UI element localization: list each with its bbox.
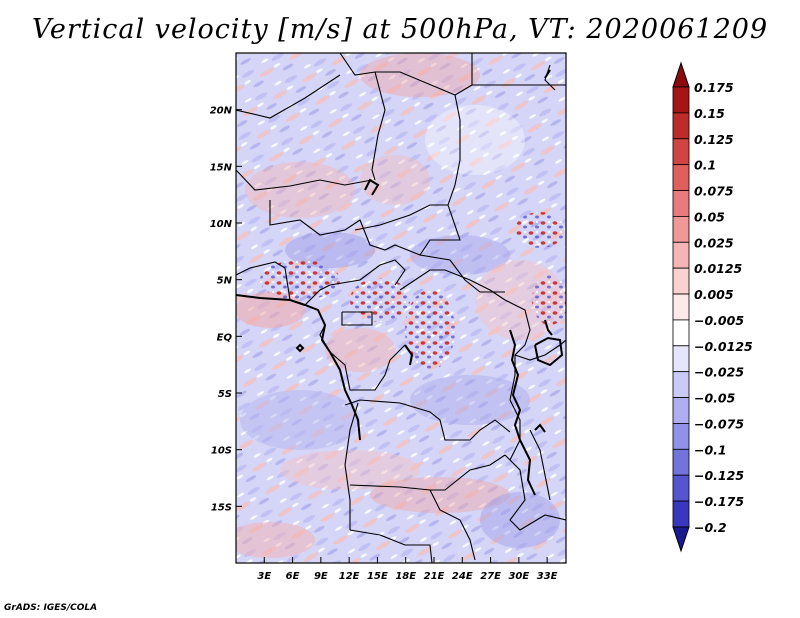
y-tick-label: 15N	[210, 162, 233, 173]
colorbar-swatch	[672, 293, 690, 321]
colorbar-label: 0.05	[694, 209, 725, 224]
colorbar-label: 0.1	[694, 158, 716, 173]
colorbar-swatch	[672, 474, 690, 502]
colorbar-legend: 0.175 0.15 0.125 0.1 0.075 0.05 0.025 0.0125 0.0…	[672, 61, 753, 553]
x-tick-label: 6E	[286, 571, 300, 582]
colorbar-swatch	[672, 448, 690, 476]
colorbar-label: 0.025	[694, 235, 734, 250]
x-tick-label: 33E	[537, 571, 558, 582]
x-tick-label: 27E	[480, 571, 501, 582]
colorbar-label: 0.125	[694, 132, 734, 147]
x-tick-label: 24E	[452, 571, 473, 582]
map-frame	[235, 52, 567, 564]
map-plot-area	[235, 52, 567, 564]
colorbar-label: −0.0125	[694, 339, 753, 354]
y-tick-label: 20N	[210, 106, 233, 117]
colorbar-label: 0.15	[694, 106, 725, 121]
colorbar-swatch	[672, 164, 690, 191]
y-tick-label: 10N	[210, 219, 233, 230]
colorbar-label: −0.175	[694, 494, 744, 509]
colorbar-label: 0.0125	[694, 261, 743, 276]
y-tick-label: 10S	[211, 446, 232, 457]
colorbar-swatch	[672, 500, 690, 528]
grads-credit: GrADS: IGES/COLA	[4, 603, 98, 613]
y-tick-label: EQ	[217, 332, 233, 343]
colorbar-swatch	[672, 397, 690, 424]
colorbar-label: 0.175	[694, 80, 734, 95]
y-tick-label: 5S	[218, 389, 232, 400]
colorbar-bottom-arrow	[672, 526, 690, 553]
y-axis: 20N 15N 10N 5N EQ 5S 10S 15S	[210, 106, 242, 513]
colorbar-top-arrow	[672, 61, 690, 88]
map-title: Vertical velocity [m/s] at 500hPa, VT: 2…	[31, 14, 769, 45]
y-tick-label: 15S	[211, 502, 232, 513]
colorbar-swatch	[672, 112, 690, 140]
colorbar-label: −0.1	[694, 442, 727, 457]
y-tick-label: 5N	[217, 276, 233, 287]
colorbar-swatch	[672, 345, 690, 373]
colorbar-swatch	[672, 371, 690, 398]
x-tick-label: 15E	[367, 571, 388, 582]
colorbar-swatch	[672, 138, 690, 166]
x-tick-label: 3E	[257, 571, 271, 582]
colorbar-swatch	[672, 190, 690, 217]
x-tick-label: 30E	[508, 571, 529, 582]
colorbar-label: −0.05	[694, 391, 736, 406]
x-tick-label: 21E	[424, 571, 445, 582]
colorbar-swatch	[672, 215, 690, 243]
x-tick-label: 18E	[395, 571, 416, 582]
colorbar-swatch	[672, 241, 690, 269]
colorbar-swatch	[672, 267, 690, 295]
colorbar-label: −0.2	[694, 520, 727, 535]
colorbar-swatch	[672, 86, 690, 114]
colorbar-label: −0.005	[694, 313, 744, 328]
colorbar-label: −0.025	[694, 365, 744, 380]
colorbar-label: 0.005	[694, 287, 734, 302]
x-axis: 3E 6E 9E 12E 15E 18E 21E 24E 27E 30E 33E	[257, 557, 558, 582]
x-tick-label: 9E	[314, 571, 328, 582]
colorbar-swatch	[672, 423, 690, 450]
colorbar-swatch	[672, 319, 690, 347]
colorbar-label: −0.125	[694, 468, 744, 483]
country-borders	[236, 53, 566, 563]
x-tick-label: 12E	[339, 571, 360, 582]
colorbar-label: −0.075	[694, 416, 744, 431]
coastlines-and-lakes	[236, 69, 564, 496]
colorbar-label: 0.075	[694, 184, 734, 199]
velocity-field	[236, 53, 566, 563]
